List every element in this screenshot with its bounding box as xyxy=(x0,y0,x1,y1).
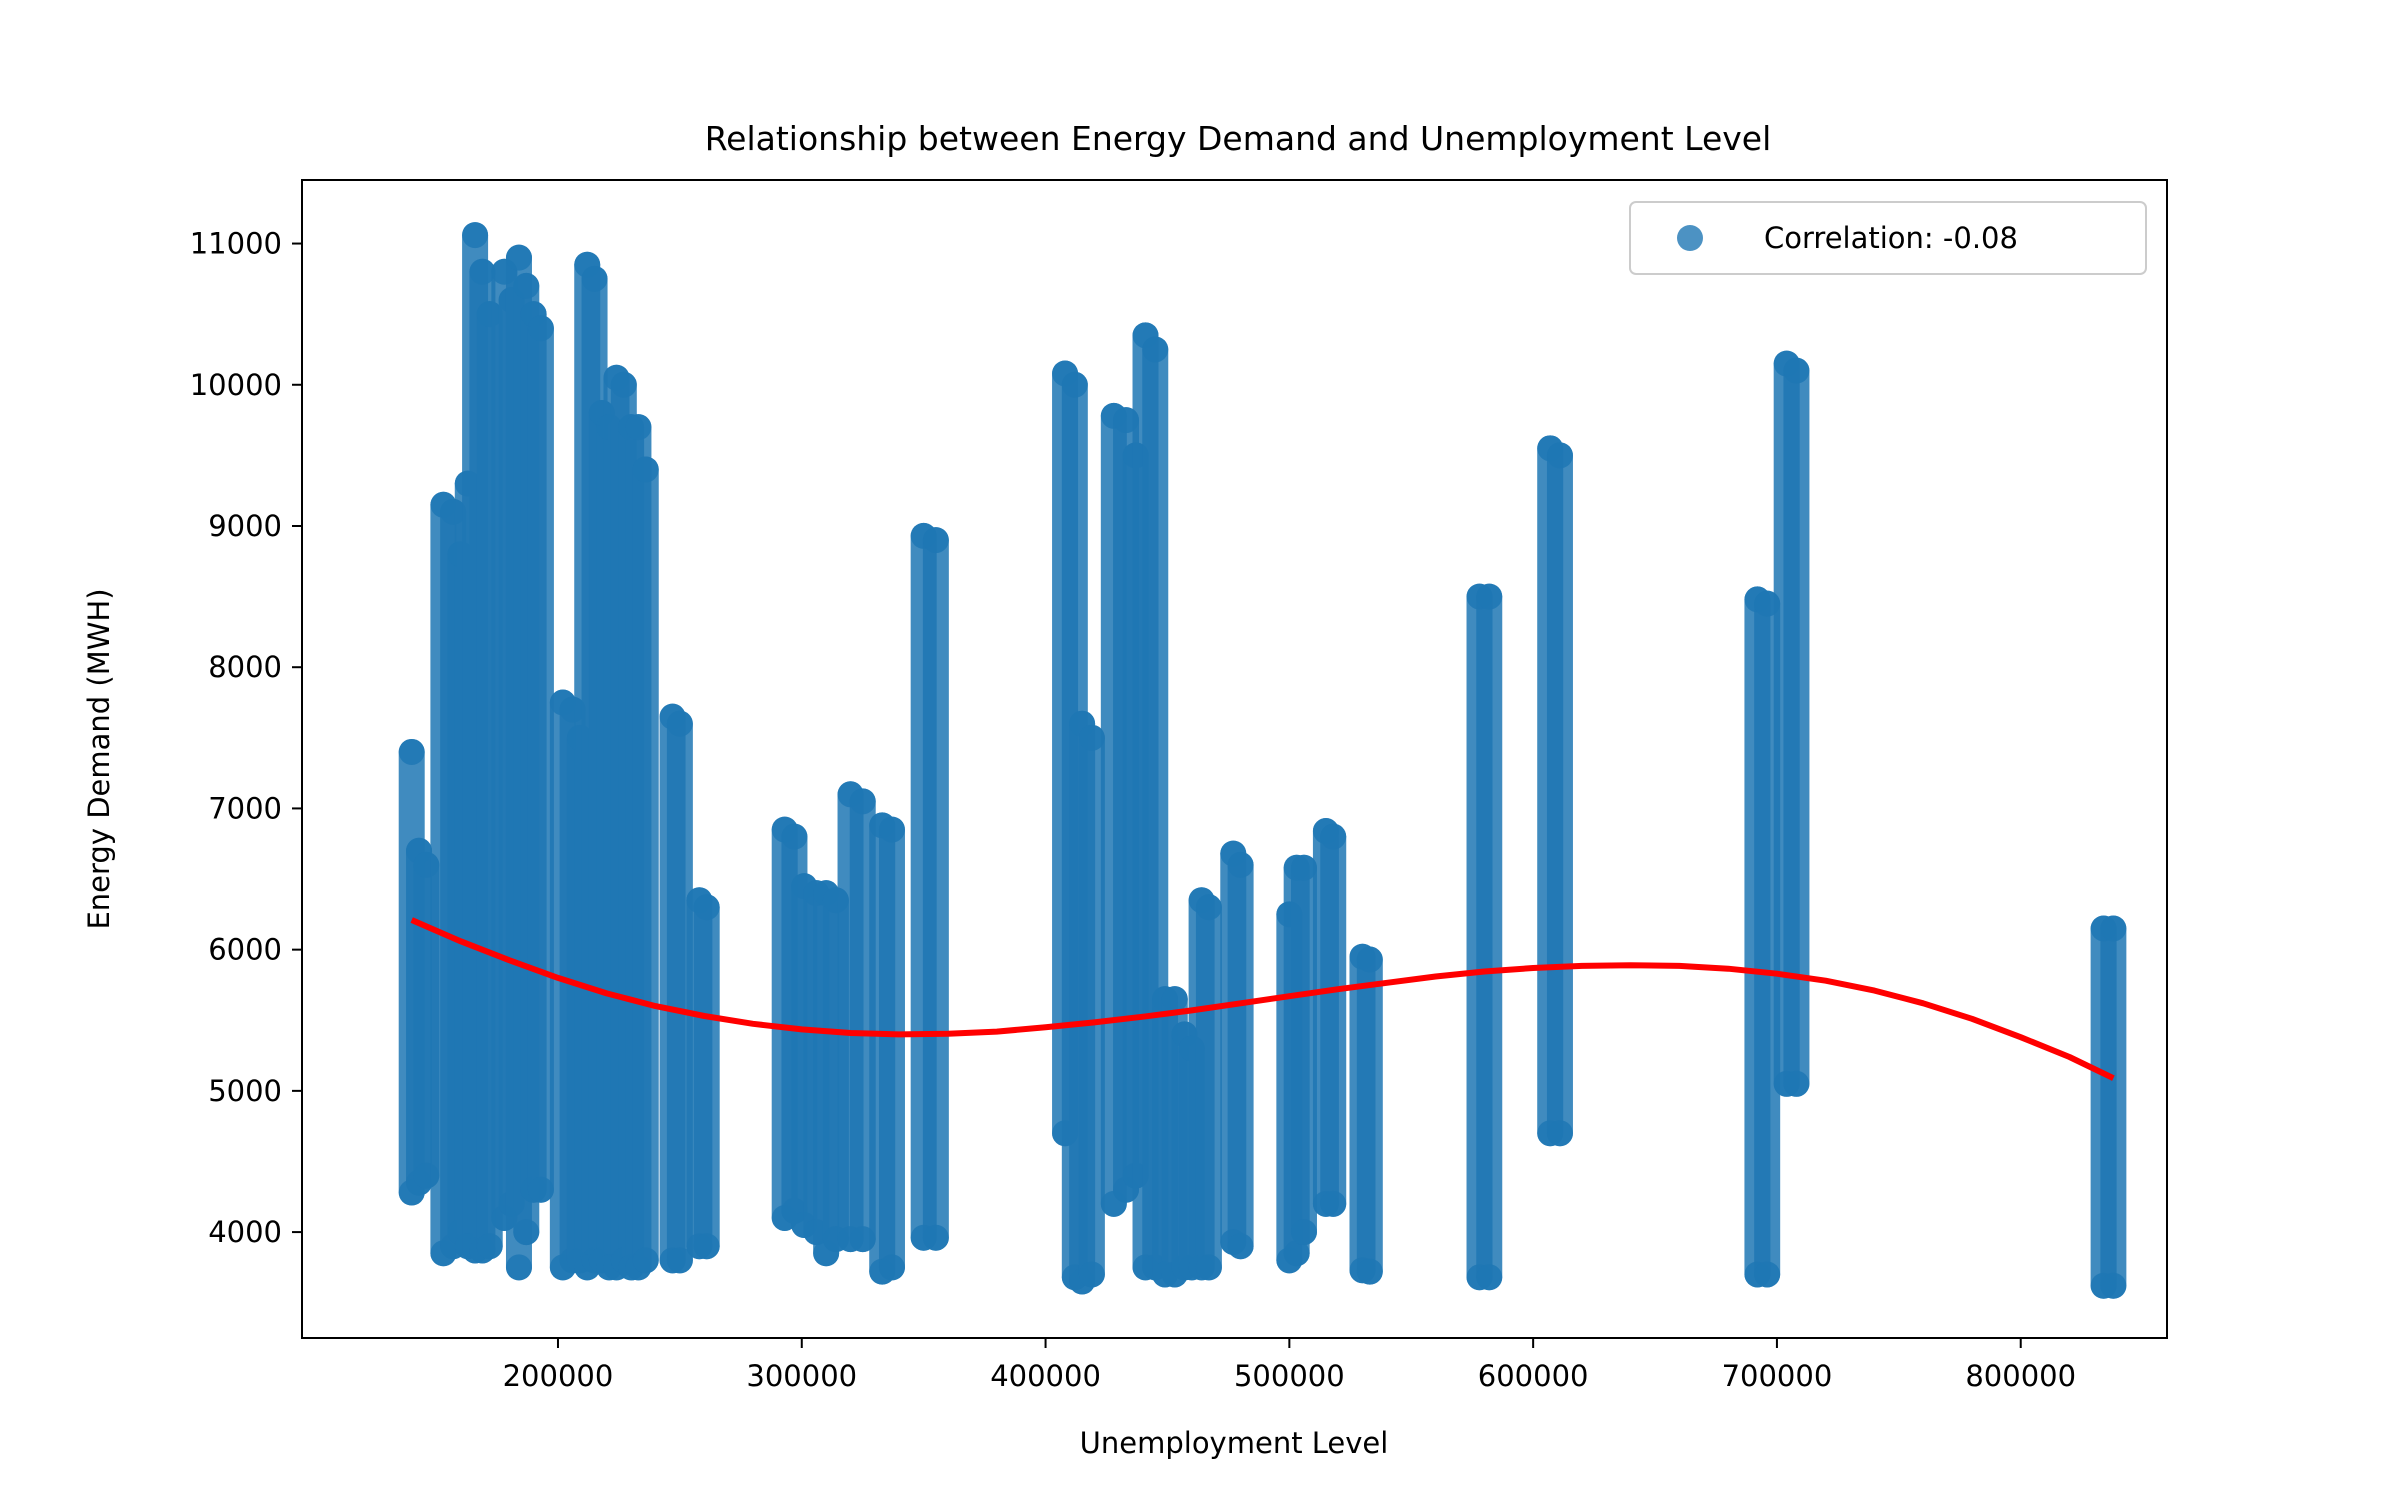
scatter-point xyxy=(625,414,652,441)
scatter-point xyxy=(1227,851,1254,878)
y-tick-label: 7000 xyxy=(208,791,282,825)
scatter-point xyxy=(527,1176,554,1203)
scatter-point xyxy=(1290,1219,1317,1246)
scatter-point xyxy=(469,258,496,285)
chart-title: Relationship between Energy Demand and U… xyxy=(705,119,1772,158)
scatter-point xyxy=(632,1247,659,1274)
y-tick-label: 9000 xyxy=(208,509,282,543)
plot-area xyxy=(398,222,2127,1299)
scatter-point xyxy=(1320,1190,1347,1217)
scatter-point xyxy=(1290,854,1317,881)
scatter-point xyxy=(581,265,608,292)
trend-line xyxy=(410,917,2115,1081)
scatter-point xyxy=(1161,986,1188,1013)
y-tick-label: 5000 xyxy=(208,1074,282,1108)
scatter-point xyxy=(666,1247,693,1274)
scatter-point xyxy=(2100,915,2127,942)
legend-marker-icon xyxy=(1677,225,1703,251)
scatter-point xyxy=(849,1226,876,1253)
scatter-point xyxy=(1078,1261,1105,1288)
plot-frame xyxy=(301,179,2168,1339)
legend: Correlation: -0.08 xyxy=(1629,201,2147,275)
scatter-point xyxy=(1476,583,1503,610)
x-tick-label: 500000 xyxy=(1234,1359,1345,1393)
scatter-point xyxy=(693,1233,720,1260)
x-tick-label: 300000 xyxy=(746,1359,857,1393)
legend-label: Correlation: -0.08 xyxy=(1764,221,2018,255)
scatter-point xyxy=(1078,724,1105,751)
y-axis: 4000 5000 6000 7000 8000 9000 10000 11000 xyxy=(190,227,302,1249)
scatter-point xyxy=(1142,336,1169,363)
scatter-point xyxy=(527,315,554,342)
x-tick-label: 600000 xyxy=(1478,1359,1589,1393)
scatter-point xyxy=(1061,371,1088,398)
x-tick-label: 700000 xyxy=(1722,1359,1833,1393)
y-tick-label: 10000 xyxy=(190,368,282,402)
scatter-point xyxy=(1356,1258,1383,1285)
x-axis-label: Unemployment Level xyxy=(1080,1426,1389,1460)
scatter-point xyxy=(1320,823,1347,850)
scatter-point xyxy=(849,788,876,815)
scatter-point xyxy=(878,816,905,843)
scatter-point xyxy=(505,244,532,271)
scatter-point xyxy=(666,710,693,737)
scatter-point xyxy=(1546,442,1573,469)
legend-box xyxy=(1629,201,2147,275)
scatter-point xyxy=(632,456,659,483)
scatter-point xyxy=(398,738,425,765)
scatter-point xyxy=(462,222,489,249)
scatter-point xyxy=(1113,407,1140,434)
scatter-point xyxy=(922,1224,949,1251)
scatter-point xyxy=(2100,1272,2127,1299)
scatter-point xyxy=(1356,946,1383,973)
scatter-point xyxy=(1754,590,1781,617)
y-axis-label: Energy Demand (MWH) xyxy=(82,588,116,929)
scatter-point xyxy=(1227,1233,1254,1260)
scatter-point xyxy=(505,1254,532,1281)
scatter-point xyxy=(1195,894,1222,921)
x-tick-label: 400000 xyxy=(990,1359,1101,1393)
scatter-point xyxy=(513,1219,540,1246)
y-tick-label: 8000 xyxy=(208,650,282,684)
scatter-point xyxy=(610,371,637,398)
scatter-point xyxy=(922,527,949,554)
scatter-point xyxy=(781,823,808,850)
scatter-point xyxy=(1754,1261,1781,1288)
scatter-point xyxy=(693,894,720,921)
x-tick-label: 200000 xyxy=(503,1359,614,1393)
scatter-point xyxy=(1783,1070,1810,1097)
y-tick-label: 6000 xyxy=(208,933,282,967)
scatter-point xyxy=(1283,1240,1310,1267)
scatter-point xyxy=(878,1254,905,1281)
scatter-point xyxy=(1195,1254,1222,1281)
x-axis: 200000 300000 400000 500000 600000 700000 8000… xyxy=(503,1338,2076,1393)
y-tick-label: 4000 xyxy=(208,1215,282,1249)
y-tick-label: 11000 xyxy=(190,227,282,261)
scatter-point xyxy=(1783,357,1810,384)
x-tick-label: 800000 xyxy=(1965,1359,2076,1393)
scatter-point xyxy=(1546,1120,1573,1147)
scatter-point xyxy=(513,272,540,299)
scatter-point xyxy=(476,1233,503,1260)
scatter-point xyxy=(1476,1264,1503,1291)
